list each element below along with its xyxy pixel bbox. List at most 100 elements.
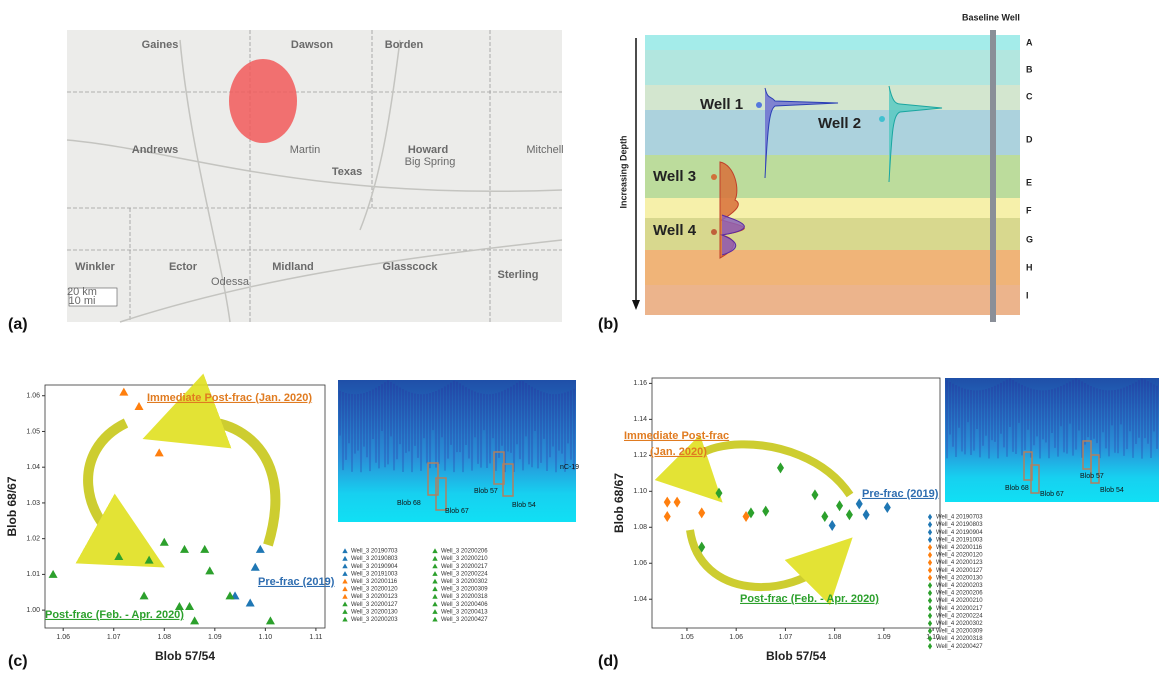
legend-label: Well_4 20200130 [936,575,983,581]
legend-label: Well_4 20200116 [936,545,983,551]
legend-marker [342,601,348,607]
x-tick-label: 1.07 [107,634,121,641]
inset-label: Blob 68 [1005,485,1029,492]
map-label: Midland [272,261,314,273]
inset-label: Blob 68 [397,500,421,507]
point [698,541,706,553]
legend-label: Well_4 20200123 [936,560,983,566]
map-label: Gaines [142,39,179,51]
blob-box [1030,464,1040,494]
inset-label: nC-19 [560,464,579,471]
layer-label: D [1026,134,1033,144]
y-tick-label: 1.01 [26,571,40,578]
point [776,462,784,474]
blob-box [502,463,514,497]
x-tick-label: 1.10 [926,634,940,641]
legend-label: Well_3 20200413 [441,609,488,615]
legend-marker [342,563,348,569]
y-tick-label: 1.06 [26,393,40,400]
point [265,616,275,625]
legend-label: Well_4 20200120 [936,553,983,559]
point [663,496,671,508]
point [205,566,215,575]
layer [645,50,1020,85]
y-tick-label: 1.08 [633,524,647,531]
panel-label: (c) [8,653,28,670]
x-tick-label: 1.10 [259,634,273,641]
layer [645,218,1020,250]
layer-label: H [1026,262,1033,272]
point [159,537,169,546]
legend-label: Well_3 20190904 [351,564,398,570]
map-label: Glasscock [382,261,438,273]
well-curve [764,87,839,179]
x-tick-label: 1.09 [208,634,222,641]
y-tick-label: 1.02 [26,536,40,543]
x-tick-label: 1.05 [680,634,694,641]
legend-marker [342,555,348,561]
annotation: Immediate Post-frac (Jan. 2020) [147,392,312,404]
legend-marker [432,563,438,569]
point [174,602,184,611]
blob-box [435,477,447,511]
point [225,591,235,600]
legend-label: Well_4 20200217 [936,606,983,612]
inset-label: Blob 57 [1080,473,1104,480]
inset-label: Blob 57 [474,488,498,495]
map-label: 20 km [67,286,97,298]
well-label: Well 3 [653,168,696,185]
layer-label: G [1026,234,1033,244]
x-tick-label: 1.06 [729,634,743,641]
point [836,500,844,512]
legend-marker [432,555,438,561]
legend-marker [342,593,348,599]
legend-marker [432,586,438,592]
point [250,562,260,571]
point [821,510,829,522]
legend-marker [432,601,438,607]
point [114,552,124,561]
well-label: Well 1 [700,96,743,113]
legend-label: Well_4 20191003 [936,537,983,543]
legend-marker [432,571,438,576]
blob-box [493,451,505,485]
y-tick-label: 1.04 [633,596,647,603]
legend-label: Well_4 20190904 [936,530,983,536]
baseline-well [990,30,996,322]
inset-label: Blob 67 [1040,491,1064,498]
map-label: Sterling [498,269,539,281]
layer-label: A [1026,37,1033,47]
layer [645,110,1020,155]
legend-label: Well_3 20200120 [351,587,398,593]
map-label: Winkler [75,261,115,273]
map-label: Martin [290,144,321,156]
legend-label: Well_3 20200123 [351,594,398,600]
legend-label: Well_3 20200224 [441,571,488,577]
x-axis-label: Blob 57/54 [155,649,215,663]
legend-marker [342,548,348,554]
point [144,555,154,564]
well-curve [720,214,745,256]
legend-label: Well_3 20200217 [441,564,488,570]
annotation: (Jan. 2020) [650,446,707,458]
blob-box [1090,454,1100,484]
point [139,591,149,600]
well-curve [888,85,943,183]
legend-marker [342,609,348,614]
legend-label: Well_3 20200130 [351,609,398,615]
y-tick-label: 1.12 [633,452,647,459]
layer [645,198,1020,218]
legend-label: Well_3 20200116 [351,579,398,585]
depth-diagram [632,30,1020,322]
x-tick-label: 1.08 [828,634,842,641]
legend-marker [432,578,438,584]
legend-marker [432,593,438,599]
point [200,544,210,553]
legend-label: Well_3 20200318 [441,594,488,600]
annotation: Post-frac (Feb. - Apr. 2020) [45,609,184,621]
map-label: Dawson [291,39,333,51]
point [883,501,891,513]
legend-marker [432,609,438,614]
point [190,616,200,625]
